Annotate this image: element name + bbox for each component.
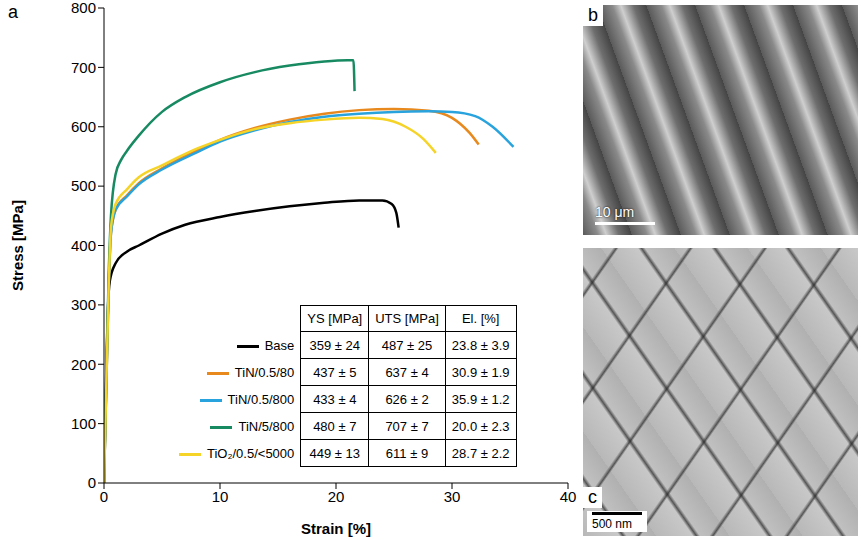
html-text:487 ± 25: 487 ± 25 (381, 337, 433, 353)
html-text:480 ± 7: 480 ± 7 (313, 418, 357, 434)
html-text:637 ± 4: 637 ± 4 (385, 364, 429, 380)
svg-text:600: 600 (71, 118, 96, 135)
html-text:YS [MPa]: YS [MPa] (307, 311, 363, 326)
svg-text:300: 300 (71, 296, 96, 313)
html-text:30.9 ± 1.9: 30.9 ± 1.9 (451, 364, 510, 380)
html-text:Base: Base (264, 337, 295, 353)
svg-text:200: 200 (71, 356, 96, 373)
svg-text:700: 700 (71, 59, 96, 76)
html-text:359 ± 24: 359 ± 24 (309, 337, 360, 353)
html-text:TiN/0.5/800: TiN/0.5/800 (227, 391, 295, 407)
svg-text:500: 500 (71, 177, 96, 194)
html-text:437 ± 5: 437 ± 5 (313, 364, 357, 380)
html-text:TiO₂/0.5/<5000: TiO₂/0.5/<5000 (207, 445, 295, 461)
svg-text:40: 40 (560, 488, 577, 505)
svg-text:0: 0 (88, 474, 96, 491)
html-text:20.0 ± 2.3: 20.0 ± 2.3 (451, 418, 510, 434)
html-text:449 ± 13: 449 ± 13 (309, 445, 360, 461)
html-text:a: a (8, 2, 18, 22)
html-text:c: c (588, 487, 597, 507)
svg-text:10: 10 (212, 488, 229, 505)
svg-text:100: 100 (71, 415, 96, 432)
html-text:El. [%]: El. [%] (461, 311, 500, 326)
svg-text:30: 30 (444, 488, 461, 505)
svg-text:400: 400 (71, 237, 96, 254)
html-text:23.8 ± 3.9: 23.8 ± 3.9 (451, 337, 510, 353)
svg-text:Stress [MPa]: Stress [MPa] (9, 200, 26, 291)
html-text:433 ± 4: 433 ± 4 (313, 391, 357, 407)
html-text:TiN/0.5/80: TiN/0.5/80 (234, 364, 295, 380)
html-text:b: b (588, 5, 598, 25)
html-text:28.7 ± 2.2: 28.7 ± 2.2 (451, 445, 510, 461)
svg-text:Strain [%]: Strain [%] (301, 520, 371, 537)
html-text:10 μm: 10 μm (595, 204, 635, 220)
html-text:611 ± 9: 611 ± 9 (385, 445, 429, 461)
svg-text:20: 20 (328, 488, 345, 505)
html-text:500 nm: 500 nm (592, 517, 632, 531)
html-text:UTS [MPa]: UTS [MPa] (375, 311, 439, 326)
svg-text:0: 0 (100, 488, 108, 505)
html-text:626 ± 2: 626 ± 2 (385, 391, 429, 407)
html-text:35.9 ± 1.2: 35.9 ± 1.2 (451, 391, 510, 407)
html-text:707 ± 7: 707 ± 7 (385, 418, 429, 434)
html-text:TiN/5/800: TiN/5/800 (238, 418, 295, 434)
svg-text:800: 800 (71, 0, 96, 16)
